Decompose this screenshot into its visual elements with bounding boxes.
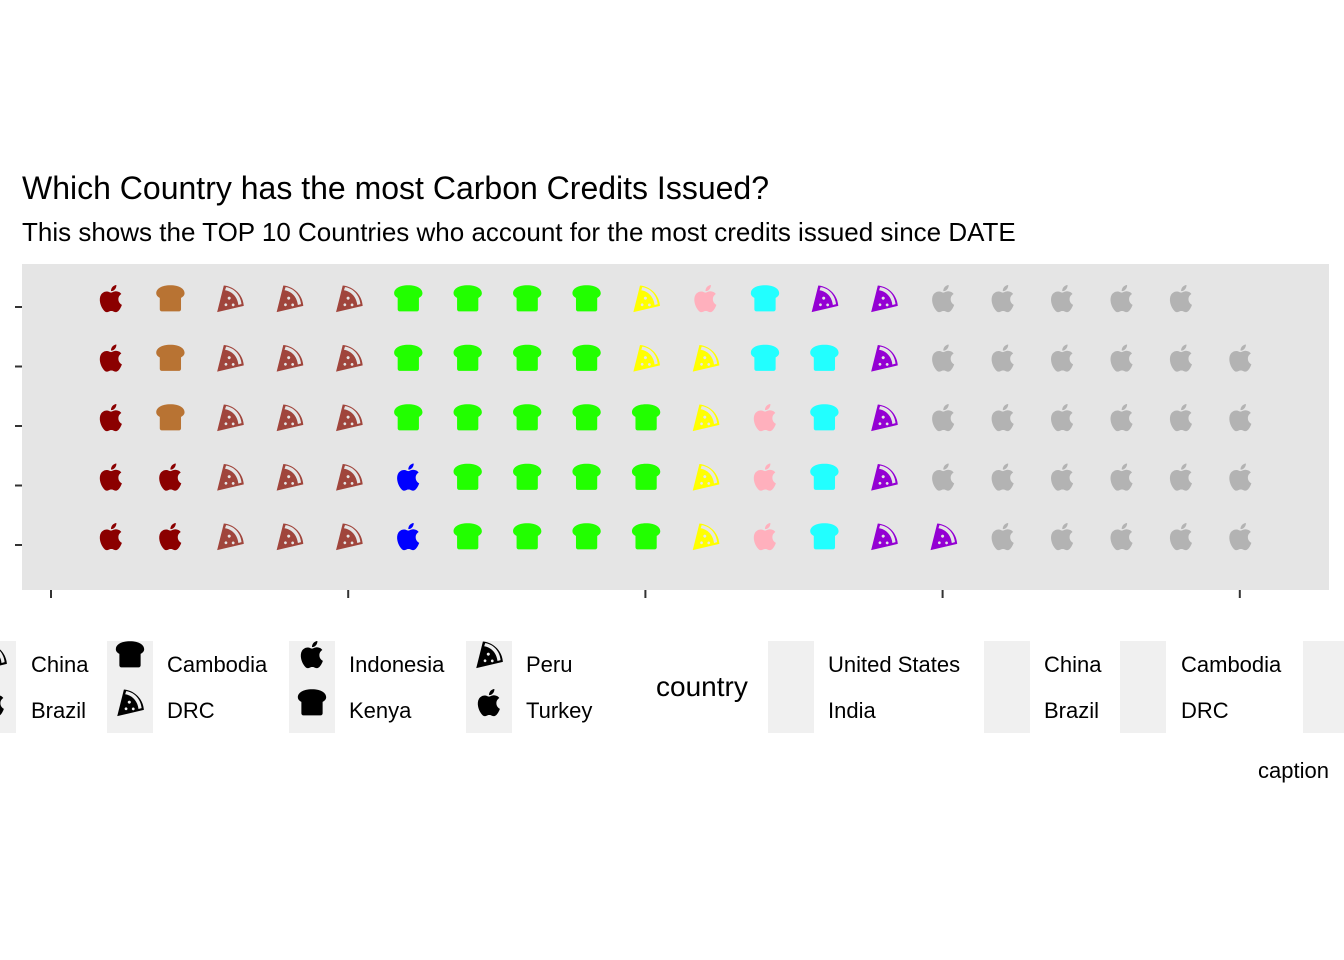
waffle-cell-bread-icon bbox=[572, 463, 601, 490]
waffle-cell-bread-icon bbox=[810, 523, 839, 550]
legend-label: China bbox=[1044, 652, 1102, 677]
legend-key-empty bbox=[768, 641, 814, 733]
waffle-cell-bread-icon bbox=[572, 523, 601, 550]
legend-key bbox=[466, 641, 512, 733]
legend-label: Brazil bbox=[1044, 698, 1100, 723]
waffle-cell-bread-icon bbox=[156, 285, 185, 312]
waffle-cell-bread-icon bbox=[750, 285, 780, 312]
waffle-cell-bread-icon bbox=[453, 404, 482, 431]
legend-label: Cambodia bbox=[1181, 652, 1282, 677]
legend-key bbox=[289, 640, 335, 733]
chart-subtitle: This shows the TOP 10 Countries who acco… bbox=[22, 217, 1016, 247]
waffle-cell-bread-icon bbox=[631, 463, 661, 490]
legend-title: country bbox=[656, 671, 748, 702]
legend-key-empty bbox=[1303, 641, 1344, 733]
waffle-cell-bread-icon bbox=[513, 463, 542, 490]
waffle-cell-bread-icon bbox=[631, 404, 661, 431]
chart-title: Which Country has the most Carbon Credit… bbox=[22, 170, 769, 206]
waffle-cell-bread-icon bbox=[572, 404, 601, 431]
plot-panel bbox=[22, 264, 1329, 590]
legend-key bbox=[0, 641, 16, 733]
legend-label: DRC bbox=[1181, 698, 1229, 723]
legend-label: Brazil bbox=[31, 698, 87, 723]
bread-icon bbox=[297, 689, 327, 716]
x-axis-ticks bbox=[50, 590, 1241, 598]
waffle-cell-bread-icon bbox=[572, 344, 601, 371]
waffle-cell-bread-icon bbox=[394, 404, 423, 431]
waffle-cell-bread-icon bbox=[156, 344, 185, 371]
waffle-cell-bread-icon bbox=[810, 463, 839, 490]
waffle-cell-bread-icon bbox=[453, 523, 482, 550]
legend-label: Cambodia bbox=[167, 652, 268, 677]
waffle-cell-bread-icon bbox=[810, 344, 839, 371]
waffle-cell-bread-icon bbox=[572, 285, 601, 312]
legend-label: Turkey bbox=[526, 698, 593, 723]
legend-label: DRC bbox=[167, 698, 215, 723]
legend-label: Kenya bbox=[349, 698, 412, 723]
chart-caption: caption bbox=[1258, 758, 1329, 783]
waffle-cell-bread-icon bbox=[631, 523, 661, 550]
waffle-cell-bread-icon bbox=[394, 285, 423, 312]
legend-keys bbox=[0, 640, 1344, 733]
waffle-cell-bread-icon bbox=[513, 344, 542, 371]
y-axis-ticks bbox=[15, 306, 22, 546]
waffle-cell-bread-icon bbox=[513, 404, 542, 431]
waffle-cell-bread-icon bbox=[513, 523, 542, 550]
legend-key-empty bbox=[1120, 641, 1166, 733]
waffle-cell-bread-icon bbox=[453, 463, 482, 490]
legend-label: India bbox=[828, 698, 876, 723]
bread-icon bbox=[115, 641, 145, 668]
legend-label: United States bbox=[828, 652, 961, 677]
legend-key bbox=[107, 641, 153, 733]
legend-key-empty bbox=[984, 641, 1030, 733]
waffle-cell-bread-icon bbox=[513, 285, 542, 312]
waffle-cell-bread-icon bbox=[156, 404, 185, 431]
waffle-cell-bread-icon bbox=[394, 344, 423, 371]
waffle-cell-bread-icon bbox=[453, 285, 482, 312]
legend-label: China bbox=[31, 652, 89, 677]
legend-label: Indonesia bbox=[349, 652, 445, 677]
waffle-cell-bread-icon bbox=[453, 344, 482, 371]
waffle-cell-bread-icon bbox=[750, 344, 780, 371]
legend-label: Peru bbox=[526, 652, 573, 677]
waffle-cell-bread-icon bbox=[810, 404, 839, 431]
